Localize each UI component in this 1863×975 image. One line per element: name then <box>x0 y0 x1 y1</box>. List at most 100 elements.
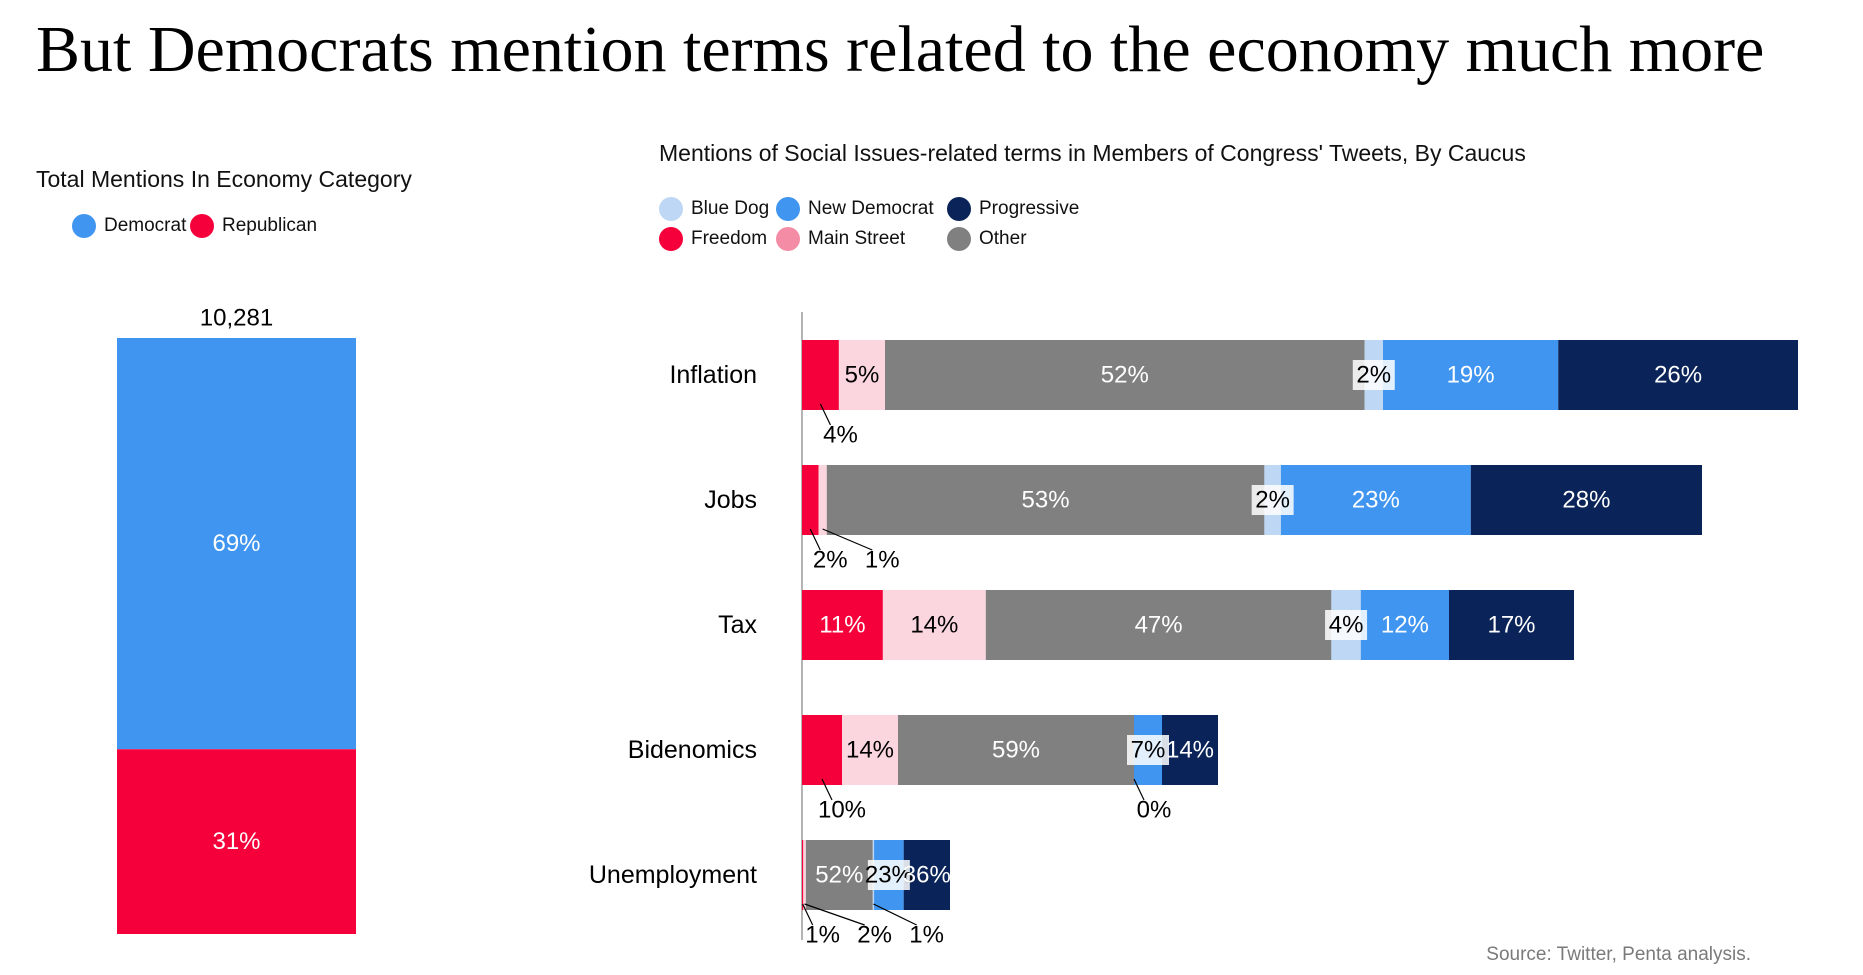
column-label-democrat: 69% <box>212 530 260 557</box>
column-label-republican: 31% <box>212 828 260 855</box>
bar-label-inflation-blue-dog: 2% <box>1356 362 1391 389</box>
legend-other-dot-icon <box>947 227 971 251</box>
bar-label-inflation-freedom-leader <box>819 403 831 426</box>
legend-progressive: Progressive <box>947 197 1079 221</box>
bar-segment-bidenomics-other <box>898 715 1134 785</box>
legend-new-democrat-dot-icon <box>776 197 800 221</box>
legend-republican: Republican <box>190 214 317 238</box>
bar-label-bidenomics-progressive: 14% <box>1166 737 1214 764</box>
bar-label-inflation-main-street: 5% <box>845 362 880 389</box>
legend-republican-label: Republican <box>222 215 318 236</box>
bar-segment-tax-freedom <box>802 590 883 660</box>
category-label-bidenomics: Bidenomics <box>628 736 757 764</box>
bar-label-inflation-new-democrat: 19% <box>1447 362 1495 389</box>
category-label-inflation: Inflation <box>669 361 757 389</box>
bar-label-bidenomics-blue-dog-leader <box>1133 778 1145 801</box>
legend-new-democrat-label: New Democrat <box>808 198 934 219</box>
bar-segment-unemployment-other <box>805 840 873 910</box>
bar-segment-jobs-new-democrat <box>1280 465 1471 535</box>
bar-label-inflation-blue-dog-box <box>1352 360 1395 390</box>
bar-label-unemployment-progressive: 36% <box>903 862 951 889</box>
bar-segment-inflation-other <box>885 340 1365 410</box>
bar-label-unemployment-freedom: 1% <box>805 922 840 949</box>
legend-other: Other <box>947 227 1027 251</box>
legend-new-democrat: New Democrat <box>776 197 934 221</box>
legend-republican-dot-icon <box>190 214 214 238</box>
legend-freedom-label: Freedom <box>691 228 768 249</box>
legend-progressive-label: Progressive <box>979 198 1080 219</box>
bar-segment-tax-new-democrat <box>1360 590 1450 660</box>
bar-label-tax-blue-dog-box <box>1325 610 1368 640</box>
bar-segment-inflation-progressive <box>1558 340 1798 410</box>
bar-label-unemployment-blue-dog-leader <box>873 903 917 926</box>
legend-freedom: Freedom <box>659 227 767 251</box>
bar-segment-tax-progressive <box>1449 590 1574 660</box>
bar-label-jobs-main-street-leader <box>822 528 873 551</box>
bar-label-tax-progressive: 17% <box>1487 612 1535 639</box>
bar-segment-bidenomics-progressive <box>1162 715 1218 785</box>
column-segment-democrat <box>117 338 356 750</box>
bar-label-tax-other: 47% <box>1135 612 1183 639</box>
bar-label-bidenomics-new-democrat-box <box>1127 735 1169 765</box>
bar-label-jobs-main-street: 1% <box>865 547 900 574</box>
bar-segment-inflation-freedom <box>802 340 839 410</box>
legend-democrat: Democrat <box>72 214 186 238</box>
bar-segment-unemployment-main-street <box>803 840 806 910</box>
legend-democrat-label: Democrat <box>104 215 187 236</box>
bar-label-inflation-other: 52% <box>1101 362 1149 389</box>
bar-label-inflation-freedom: 4% <box>823 422 858 449</box>
bar-label-tax-freedom: 11% <box>819 612 865 639</box>
right-chart-title: Mentions of Social Issues-related terms … <box>659 140 1526 166</box>
bar-segment-jobs-main-street <box>818 465 827 535</box>
bar-label-jobs-blue-dog: 2% <box>1255 487 1290 514</box>
bar-label-jobs-freedom-leader <box>809 528 821 551</box>
bar-label-bidenomics-main-street: 14% <box>846 737 894 764</box>
bar-segment-jobs-progressive <box>1470 465 1702 535</box>
bar-segment-inflation-main-street <box>838 340 885 410</box>
legend-blue-dog-dot-icon <box>659 197 683 221</box>
legend-main-street: Main Street <box>776 227 905 251</box>
bar-segment-inflation-new-democrat <box>1383 340 1559 410</box>
legend-blue-dog-label: Blue Dog <box>691 198 770 219</box>
legend-freedom-dot-icon <box>659 227 683 251</box>
page-title: But Democrats mention terms related to t… <box>36 13 1765 86</box>
legend-main-street-label: Main Street <box>808 228 906 249</box>
bar-label-unemployment-new-democrat-box <box>867 860 910 890</box>
bar-label-bidenomics-freedom: 10% <box>818 797 866 824</box>
bar-label-jobs-progressive: 28% <box>1562 487 1610 514</box>
bar-segment-unemployment-progressive <box>903 840 950 910</box>
bar-segment-tax-other <box>985 590 1332 660</box>
bar-segment-jobs-other <box>826 465 1265 535</box>
bar-label-bidenomics-other: 59% <box>992 737 1040 764</box>
legend-main-street-dot-icon <box>776 227 800 251</box>
bar-segment-jobs-freedom <box>802 465 819 535</box>
bar-label-bidenomics-blue-dog: 0% <box>1137 797 1172 824</box>
bar-label-unemployment-new-democrat: 23% <box>865 862 913 889</box>
bar-label-unemployment-main-street: 2% <box>857 922 892 949</box>
legend-democrat-dot-icon <box>72 214 96 238</box>
category-label-tax: Tax <box>718 611 757 639</box>
column-segment-republican <box>117 749 356 934</box>
category-label-jobs: Jobs <box>704 486 757 514</box>
bar-label-bidenomics-freedom-leader <box>821 778 833 801</box>
legend-progressive-dot-icon <box>947 197 971 221</box>
source-note: Source: Twitter, Penta analysis. <box>1486 944 1751 965</box>
bar-label-jobs-other: 53% <box>1022 487 1070 514</box>
bar-segment-tax-main-street <box>882 590 986 660</box>
category-label-unemployment: Unemployment <box>589 861 757 889</box>
bar-label-unemployment-main-street-leader <box>804 903 865 926</box>
bar-label-inflation-progressive: 26% <box>1654 362 1702 389</box>
bar-segment-bidenomics-freedom <box>802 715 842 785</box>
bar-label-unemployment-blue-dog: 1% <box>909 922 944 949</box>
bar-label-jobs-freedom: 2% <box>813 547 848 574</box>
bar-label-bidenomics-new-democrat: 7% <box>1131 737 1166 764</box>
legend-other-label: Other <box>979 228 1027 249</box>
bar-label-unemployment-freedom-leader <box>802 903 814 926</box>
bar-segment-bidenomics-main-street <box>842 715 898 785</box>
bar-label-unemployment-other: 52% <box>815 862 863 889</box>
bar-label-jobs-blue-dog-box <box>1251 485 1294 515</box>
bar-segment-unemployment-freedom <box>802 840 804 910</box>
bar-label-jobs-new-democrat: 23% <box>1352 487 1400 514</box>
